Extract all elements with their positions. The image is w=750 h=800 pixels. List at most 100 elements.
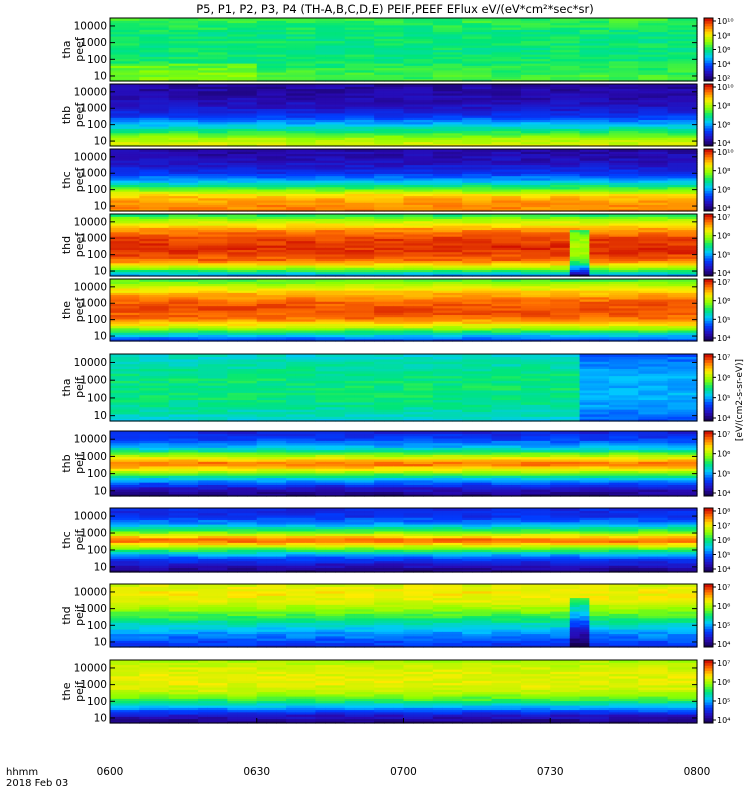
spectrogram-cell	[266, 191, 277, 194]
spectrogram-cell	[295, 160, 307, 163]
spectrogram-cell	[139, 139, 150, 143]
spectrogram-cell	[383, 195, 395, 199]
spectrogram-cell	[383, 208, 395, 212]
spectrogram-cell	[638, 92, 649, 96]
spectrogram-cell	[364, 128, 375, 132]
spectrogram-cell	[129, 76, 140, 80]
spectrogram-cell	[207, 121, 219, 125]
spectrogram-cell	[520, 69, 532, 73]
spectrogram-cell	[139, 188, 150, 192]
spectrogram-cell	[579, 18, 590, 21]
y-tick-label: 10000	[74, 20, 107, 32]
spectrogram-cell	[599, 193, 610, 197]
spectrogram-cell	[442, 42, 454, 46]
spectrogram-cell	[276, 195, 287, 199]
spectrogram-cell	[677, 119, 688, 123]
spectrogram-cell	[168, 110, 180, 114]
spectrogram-cell	[139, 171, 150, 174]
spectrogram-cell	[246, 38, 258, 42]
spectrogram-cell	[540, 130, 551, 134]
spectrogram-cell	[667, 139, 679, 143]
spectrogram-cell	[344, 143, 356, 147]
spectrogram-cell	[149, 166, 160, 170]
spectrogram-cell	[276, 126, 287, 129]
spectrogram-cell	[158, 36, 170, 39]
spectrogram-cell	[188, 121, 199, 125]
spectrogram-cell	[569, 56, 581, 60]
spectrogram-cell	[286, 42, 297, 46]
spectrogram-cell	[110, 67, 121, 71]
spectrogram-cell	[246, 51, 258, 55]
spectrogram-cell	[286, 99, 297, 103]
spectrogram-cell	[667, 54, 679, 57]
spectrogram-cell	[119, 175, 131, 179]
spectrogram-cell	[618, 160, 630, 163]
spectrogram-cell	[579, 188, 590, 192]
spectrogram-cell	[687, 137, 698, 140]
spectrogram-cell	[687, 78, 698, 82]
spectrogram-cell	[217, 206, 228, 210]
spectrogram-cell	[227, 153, 238, 157]
spectrogram-cell	[520, 143, 532, 147]
spectrogram-cell	[442, 208, 454, 212]
spectrogram-cell	[335, 173, 346, 177]
spectrogram-cell	[325, 63, 336, 66]
spectrogram-cell	[383, 45, 395, 48]
spectrogram-cell	[286, 54, 297, 57]
spectrogram-cell	[354, 56, 365, 60]
spectrogram-cell	[335, 202, 346, 205]
spectrogram-cell	[110, 56, 121, 60]
spectrogram-cell	[530, 121, 542, 125]
spectrogram-cell	[667, 130, 679, 134]
spectrogram-cell	[628, 204, 639, 208]
spectrogram-cell	[413, 36, 424, 39]
spectrogram-cell	[589, 29, 600, 33]
spectrogram-cell	[628, 182, 639, 186]
spectrogram-cell	[305, 153, 317, 157]
spectrogram-cell	[237, 110, 248, 114]
spectrogram-cell	[471, 134, 483, 138]
spectrogram-cell	[374, 112, 385, 116]
spectrogram-cell	[432, 47, 444, 51]
spectrogram-cell	[520, 42, 532, 46]
spectrogram-cell	[648, 137, 659, 140]
spectrogram-cell	[432, 101, 444, 105]
spectrogram-cell	[579, 155, 590, 159]
spectrogram-cell	[540, 128, 551, 132]
spectrogram-cell	[481, 24, 493, 28]
spectrogram-cell	[246, 97, 258, 101]
spectrogram-cell	[471, 197, 483, 201]
spectrogram-cell	[198, 88, 209, 92]
spectrogram-cell	[207, 164, 219, 168]
spectrogram-cell	[599, 42, 610, 46]
spectrogram-cell	[520, 49, 532, 53]
spectrogram-cell	[471, 101, 483, 105]
spectrogram-cell	[569, 175, 581, 179]
spectrogram-cell	[491, 20, 502, 24]
spectrogram-cell	[198, 40, 209, 44]
spectrogram-cell	[628, 56, 639, 60]
spectrogram-cell	[217, 155, 228, 159]
spectrogram-cell	[687, 40, 698, 44]
spectrogram-cell	[618, 208, 630, 212]
spectrogram-cell	[237, 132, 248, 136]
spectrogram-cell	[579, 33, 590, 37]
spectrogram-cell	[687, 54, 698, 57]
spectrogram-cell	[452, 199, 463, 203]
spectrogram-cell	[198, 115, 209, 118]
spectrogram-cell	[569, 149, 581, 152]
spectrogram-cell	[608, 99, 620, 103]
spectrogram-cell	[413, 76, 424, 80]
spectrogram-cell	[305, 149, 317, 152]
spectrogram-cell	[618, 67, 630, 71]
spectrogram-cell	[237, 47, 248, 51]
spectrogram-cell	[325, 206, 336, 210]
spectrogram-cell	[227, 51, 238, 55]
spectrogram-cell	[589, 132, 600, 136]
spectrogram-cell	[110, 164, 121, 168]
spectrogram-cell	[618, 51, 630, 55]
spectrogram-cell	[560, 69, 571, 73]
spectrogram-cell	[657, 112, 669, 116]
spectrogram-cell	[423, 139, 434, 143]
spectrogram-cell	[423, 60, 434, 64]
